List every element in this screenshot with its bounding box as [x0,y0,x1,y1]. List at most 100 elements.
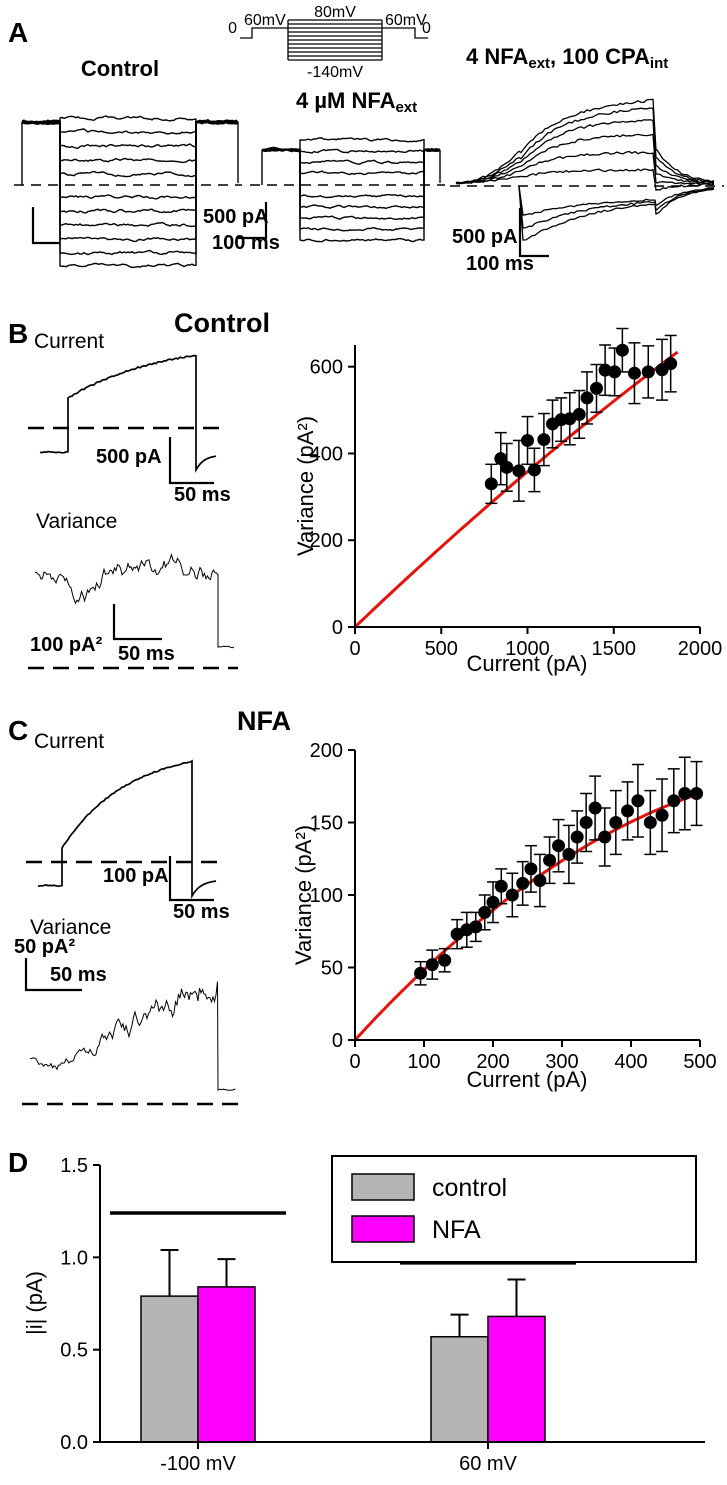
data-point [537,433,551,447]
y-tick-label: 50 [321,958,343,980]
legend-label-control: control [432,1174,507,1202]
bar-NFA [487,1315,546,1443]
trace-path [455,98,715,185]
x-tick-label: 0 [349,1051,360,1073]
nfa-title-sub: ext [395,99,417,116]
trace-path [518,185,715,241]
c-y-axis-title: Variance (pA²) [291,825,316,965]
c-variance-scalebar [24,958,82,992]
data-point [609,816,623,829]
cpa-title-s2: int [650,55,668,72]
data-point [500,460,514,474]
y-tick-label: 100 [310,885,343,907]
b-current-scale-v: 500 pA [96,446,162,468]
trace-path [21,119,239,150]
y-tick-label: 150 [310,813,343,835]
cpa-group-title: 4 NFAext, 100 CPAint [466,44,668,72]
data-point [512,464,526,478]
nfa-current-traces [261,137,441,243]
c-variance-label: Variance [30,916,111,939]
trace-path [261,148,441,221]
trace-path [21,119,239,164]
c-variance-trace [29,981,236,1091]
protocol-zero-right-label: 0 [422,20,431,37]
c-current-scalebar [168,856,214,902]
legend-swatch-control [351,1173,415,1201]
control-scalebar [31,207,60,245]
panel-a-label: A [8,17,28,48]
panel-b: B Control Current 500 pA 50 ms Variance … [8,308,722,676]
trace-path [39,354,217,474]
x-tick-label: 0 [349,638,360,660]
bar-chart: 0.0 0.5 1.0 1.5 -100 mV 60 mV [60,1155,705,1475]
y-tick-label: 0.5 [60,1340,88,1362]
panel-d: D 0.0 0.5 1.0 1.5 -100 mV 60 mV |i| (pA) cont… [8,1147,705,1475]
legend-box [331,1155,697,1263]
bar-NFA [197,1286,256,1443]
d-y-axis-title: |i| (pA) [22,1271,47,1335]
panel-b-label: B [8,318,28,349]
x-tick-label: 2000 [678,638,723,660]
data-point [484,477,498,491]
x-tick-label: 500 [425,638,458,660]
control-current-traces [21,115,239,269]
cpa-scale-current-label: 500 pA [452,226,518,248]
protocol-60mv-left-label: 60mV [244,12,286,29]
data-point [627,366,641,380]
nfa-scale-time-label: 100 ms [212,232,280,254]
legend-label-nfa: NFA [432,1216,481,1244]
b-y-axis-title: Variance (pA²) [293,416,318,556]
bar-control [430,1335,489,1443]
data-point [588,801,602,815]
fit-curve [353,350,679,629]
c-current-scale-v: 100 pA [103,865,169,887]
panel-c-title: NFA [237,706,291,736]
control-group-title: Control [81,56,159,81]
x-tick-label: 1000 [505,638,550,660]
data-point [590,381,603,395]
data-point [527,463,541,477]
y-tick-label: 0 [332,1030,343,1052]
panel-c-label: C [8,715,28,746]
trace-path [261,148,441,210]
nfa-title-main: 4 µM NFA [296,88,396,113]
trace-path [455,107,715,185]
data-point [572,407,586,421]
b-current-label: Current [34,330,104,353]
data-point [524,862,538,876]
trace-path [455,168,715,191]
trace-path [29,981,236,1091]
panel-a: A 0 60mV 80mV 60mV 0 -140mV Control 4 µM… [8,4,724,275]
scatter-plot-control: 0 500 1000 1500 2000 0 200 400 600 [310,327,723,660]
b-variance-trace [34,553,235,649]
trace-path [518,185,715,229]
bar-control [140,1295,199,1443]
data-point [450,927,464,941]
c-current-scale-h: 50 ms [173,901,230,923]
y-tick-label: 1.0 [60,1247,88,1269]
trace-path [518,185,715,216]
nfa-scale-current-label: 500 pA [203,206,269,228]
trace-path [37,759,217,899]
b-variance-scale-h: 50 ms [118,643,175,665]
legend: control NFA [331,1155,697,1263]
c-current-label: Current [34,730,104,753]
trace-path [455,150,715,185]
data-point [521,433,534,447]
x-tick-label: 100 [407,1051,440,1073]
y-tick-label: 1.5 [60,1155,88,1177]
data-point [478,905,492,919]
panel-b-title: Control [174,308,270,338]
data-point [505,888,519,902]
data-point [615,343,629,357]
trace-path [22,120,239,256]
data-point [486,895,500,909]
nfa-group-title: 4 µM NFAext [296,88,417,116]
y-tick-label: 600 [310,357,343,379]
x-tick-label: 200 [476,1051,509,1073]
data-point [438,953,452,967]
data-point [543,853,557,867]
data-point [678,787,692,800]
